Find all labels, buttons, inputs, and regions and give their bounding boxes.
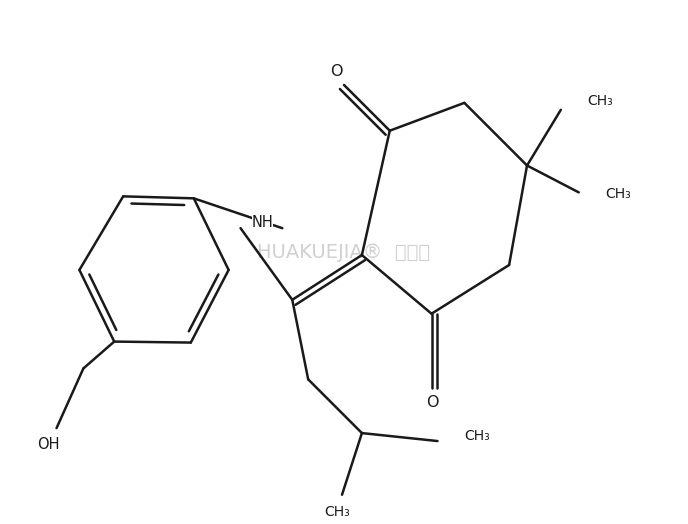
Text: CH₃: CH₃ (605, 188, 632, 201)
Text: OH: OH (37, 436, 60, 452)
Text: NH: NH (252, 215, 273, 230)
Text: CH₃: CH₃ (464, 429, 490, 443)
Text: CH₃: CH₃ (324, 505, 350, 519)
Text: O: O (330, 63, 343, 79)
Text: HUAKUEJIA®  化学加: HUAKUEJIA® 化学加 (257, 243, 431, 261)
Text: O: O (427, 395, 439, 410)
Text: CH₃: CH₃ (588, 94, 614, 108)
